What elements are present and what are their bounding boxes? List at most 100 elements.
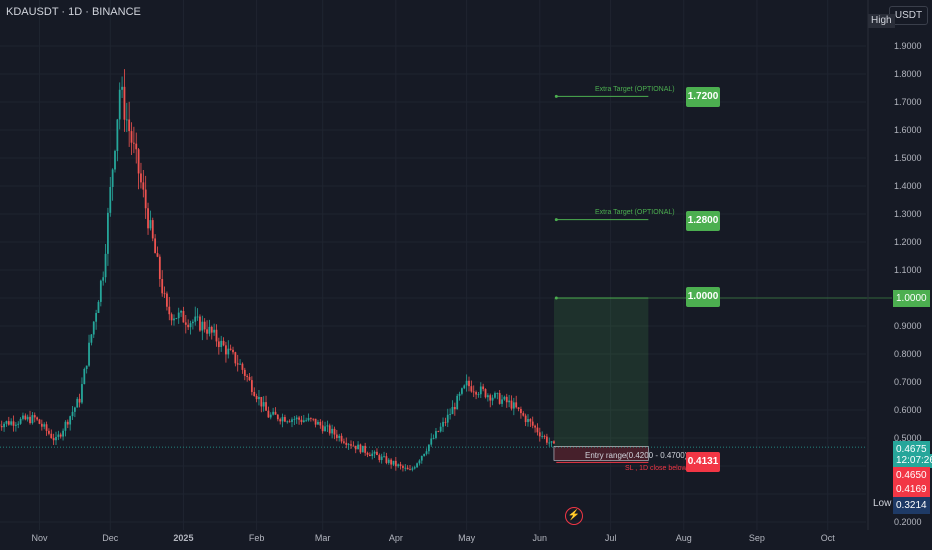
candle-body: [76, 398, 79, 408]
candle-body: [527, 419, 529, 423]
candle-body: [354, 445, 357, 450]
candle-body: [184, 322, 187, 325]
candle-body: [22, 415, 24, 419]
price-tick-label: 1.9000: [894, 41, 922, 51]
candle-body: [477, 394, 480, 396]
candle-body: [194, 316, 197, 322]
extra-target-label-1: Extra Target (OPTIONAL): [595, 86, 675, 93]
candle-body: [14, 424, 17, 426]
candle-body: [201, 321, 204, 331]
candle-body: [187, 324, 190, 328]
candle-body: [536, 427, 539, 433]
time-tick-label: Nov: [31, 533, 48, 543]
candle-body: [390, 459, 393, 465]
axis-low-label: Low: [870, 497, 895, 511]
candle-body: [368, 454, 371, 457]
candle-body: [78, 398, 81, 403]
candle-body: [458, 393, 461, 396]
stop-loss-label: 0.4131: [686, 452, 720, 472]
candle-body: [387, 459, 390, 463]
candle-body: [210, 326, 213, 333]
candle-body: [534, 425, 536, 428]
time-tick-label: Sep: [749, 533, 765, 543]
target-levels: [554, 0, 892, 530]
candle-body: [376, 451, 378, 456]
candle-body: [95, 312, 98, 322]
candle-body: [508, 400, 511, 403]
price-tick-label: 1.4000: [894, 181, 922, 191]
candle-body: [501, 399, 503, 404]
candle-body: [7, 421, 10, 425]
candle-body: [420, 455, 423, 461]
price-tick-label: 1.8000: [894, 69, 922, 79]
candle-body: [321, 425, 324, 432]
candle-body: [333, 428, 336, 435]
candle-body: [281, 417, 284, 422]
target-label-1280: 1.2800: [686, 211, 720, 231]
candle-body: [38, 419, 41, 424]
candle-body: [475, 392, 477, 395]
candle-body: [43, 424, 46, 427]
candle-body: [255, 395, 258, 400]
candle-body: [109, 186, 112, 213]
candle-body: [456, 395, 459, 410]
candle-body: [435, 431, 437, 438]
candle-body: [269, 414, 272, 418]
candle-body: [166, 293, 168, 307]
candle-body: [182, 310, 185, 323]
candle-body: [430, 438, 433, 445]
candle-body: [161, 279, 164, 294]
candle-body: [260, 396, 263, 407]
lightning-icon[interactable]: ⚡: [565, 507, 583, 525]
time-tick-label: May: [458, 533, 476, 543]
candle-body: [158, 256, 161, 280]
candle-body: [17, 423, 20, 425]
candle-body: [248, 376, 251, 381]
candle-body: [241, 363, 244, 370]
candle-body: [300, 419, 303, 423]
candle-body: [399, 464, 402, 466]
candle-body: [328, 425, 331, 434]
price-tick-label: 0.6000: [894, 405, 922, 415]
time-tick-label: Mar: [315, 533, 331, 543]
candle-body: [73, 407, 76, 412]
candle-body: [180, 310, 182, 313]
candle-body: [149, 220, 152, 229]
currency-button[interactable]: USDT: [889, 6, 928, 25]
candle-body: [418, 460, 421, 464]
candle-body: [147, 208, 149, 229]
price-tick-label: 0.8000: [894, 349, 922, 359]
candle-body: [69, 416, 72, 425]
candle-body: [307, 417, 310, 421]
candle-body: [314, 418, 317, 425]
candle-body: [83, 368, 86, 385]
candle-body: [295, 417, 298, 420]
candle-body: [312, 418, 315, 420]
candle-body: [326, 425, 329, 427]
price-tick-label: 0.9000: [894, 321, 922, 331]
price-tick-label: 1.3000: [894, 209, 922, 219]
candle-body: [402, 465, 404, 468]
last-price-tag: 0.4675: [893, 441, 930, 458]
candle-body: [220, 340, 223, 348]
candle-body: [272, 411, 275, 415]
candle-body: [19, 418, 22, 424]
candle-body: [253, 391, 256, 396]
entry-range-title: Entry range: [585, 451, 627, 460]
candle-body: [130, 131, 133, 143]
candle-body: [444, 421, 447, 423]
candle-body: [118, 89, 121, 120]
candle-body: [446, 414, 449, 423]
candle-body: [66, 421, 69, 425]
chart-grid: [0, 0, 866, 530]
price-tick-label: 1.5000: [894, 153, 922, 163]
stop-loss-note: SL , 1D close below: [625, 465, 687, 472]
candle-body: [345, 442, 348, 445]
candle-body: [293, 419, 296, 421]
candle-body: [102, 277, 105, 281]
candle-body: [156, 253, 159, 257]
candle-body: [50, 433, 53, 439]
candle-body: [191, 321, 194, 324]
candle-body: [409, 469, 411, 471]
